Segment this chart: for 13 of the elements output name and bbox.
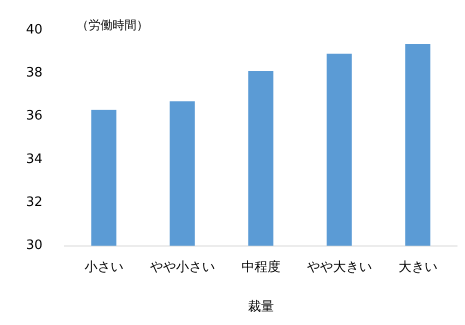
y-axis-title: （労働時間） — [76, 18, 149, 32]
x-tick-label: やや大きい — [306, 260, 372, 275]
x-axis-title: 裁量 — [248, 300, 274, 315]
x-tick-label: 小さい — [84, 260, 124, 275]
y-tick-label: 38 — [26, 66, 43, 81]
y-tick-label: 36 — [26, 108, 43, 124]
y-tick-label: 30 — [26, 238, 43, 254]
y-tick-label: 34 — [26, 152, 43, 167]
x-tick-label: やや小さい — [150, 260, 215, 275]
y-tick-label: 32 — [26, 195, 43, 210]
x-tick-label: 大きい — [398, 260, 438, 275]
y-tick-label: 40 — [26, 22, 43, 38]
x-tick-label: 中程度 — [241, 258, 280, 275]
